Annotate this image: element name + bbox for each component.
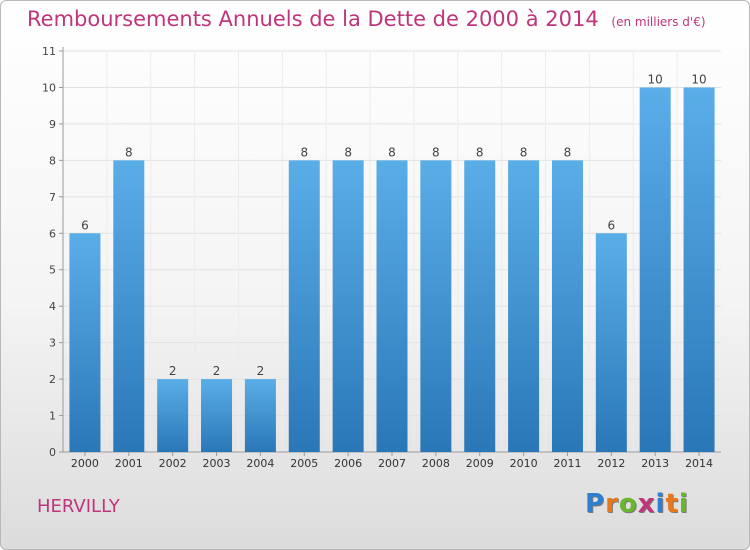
x-tick-label: 2007	[378, 457, 406, 470]
data-label: 8	[564, 145, 572, 159]
x-tick-label: 2005	[290, 457, 318, 470]
y-tick-label: 10	[42, 81, 56, 94]
y-tick-label: 5	[49, 264, 56, 277]
bar	[464, 160, 496, 452]
x-tick-label: 2011	[553, 457, 581, 470]
bar	[508, 160, 540, 452]
bars	[69, 87, 715, 453]
x-tick-label: 2012	[597, 457, 625, 470]
y-tick-label: 4	[49, 300, 56, 313]
y-tick-label: 2	[49, 373, 56, 386]
x-tick-label: 2004	[246, 457, 274, 470]
data-label: 8	[344, 145, 352, 159]
x-tick-label: 2014	[685, 457, 713, 470]
logo-letter: x	[637, 489, 656, 519]
data-label: 8	[300, 145, 308, 159]
x-tick-label: 2009	[466, 457, 494, 470]
bar	[332, 160, 364, 452]
chart-title: Remboursements Annuels de la Dette de 20…	[27, 7, 706, 31]
data-label: 2	[257, 364, 265, 378]
data-label: 10	[648, 72, 663, 86]
bar	[288, 160, 320, 452]
bar	[376, 160, 408, 452]
x-tick-label: 2013	[641, 457, 669, 470]
y-tick-labels: 0 1 2 3 4 5 6 7 8 9 10 11	[42, 45, 56, 459]
y-tick-label: 3	[49, 337, 56, 350]
x-tick-label: 2003	[203, 457, 231, 470]
x-tick-label: 2000	[71, 457, 99, 470]
y-tick-label: 0	[49, 446, 56, 459]
proxiti-logo[interactable]: Proxiti	[585, 489, 689, 519]
y-tick-label: 1	[49, 410, 56, 423]
data-label: 8	[520, 145, 528, 159]
bar	[551, 160, 583, 452]
bar	[639, 87, 671, 453]
data-label: 8	[388, 145, 396, 159]
bar	[69, 233, 101, 452]
x-tick-label: 2002	[159, 457, 187, 470]
data-labels: 6 8 2 2 2 8 8 8 8 8 8 8 6 10 10	[81, 72, 707, 378]
y-tick-label: 11	[42, 45, 56, 58]
bar	[157, 379, 189, 452]
logo-letter: r	[605, 489, 619, 519]
y-tick-label: 9	[49, 118, 56, 131]
bar	[420, 160, 452, 452]
logo-letter: t	[665, 489, 679, 519]
data-label: 6	[608, 218, 616, 232]
y-tick-label: 6	[49, 227, 56, 240]
bar	[201, 379, 233, 452]
data-label: 8	[432, 145, 440, 159]
bar	[683, 87, 715, 453]
data-label: 8	[125, 145, 133, 159]
data-label: 2	[169, 364, 177, 378]
y-tick-label: 8	[49, 154, 56, 167]
logo-letter: o	[618, 489, 638, 519]
chart-title-text: Remboursements Annuels de la Dette de 20…	[27, 7, 599, 31]
bar	[595, 233, 627, 452]
chart-unit: (en milliers d'€)	[611, 15, 706, 29]
bar	[113, 160, 145, 452]
x-tick-label: 2008	[422, 457, 450, 470]
data-label: 2	[213, 364, 221, 378]
data-label: 8	[476, 145, 484, 159]
logo-letter: i	[678, 489, 689, 519]
x-tick-label: 2010	[510, 457, 538, 470]
logo-letter: i	[655, 489, 666, 519]
y-tick-label: 7	[49, 191, 56, 204]
x-tick-labels: 2000 2001 2002 2003 2004 2005 2006 2007 2008 2009…	[71, 457, 713, 470]
data-label: 10	[691, 72, 706, 86]
data-label: 6	[81, 218, 89, 232]
x-tick-label: 2006	[334, 457, 362, 470]
commune-name: HERVILLY	[37, 496, 120, 517]
logo-letter: P	[585, 489, 606, 519]
bar	[244, 379, 276, 452]
x-tick-label: 2001	[115, 457, 143, 470]
